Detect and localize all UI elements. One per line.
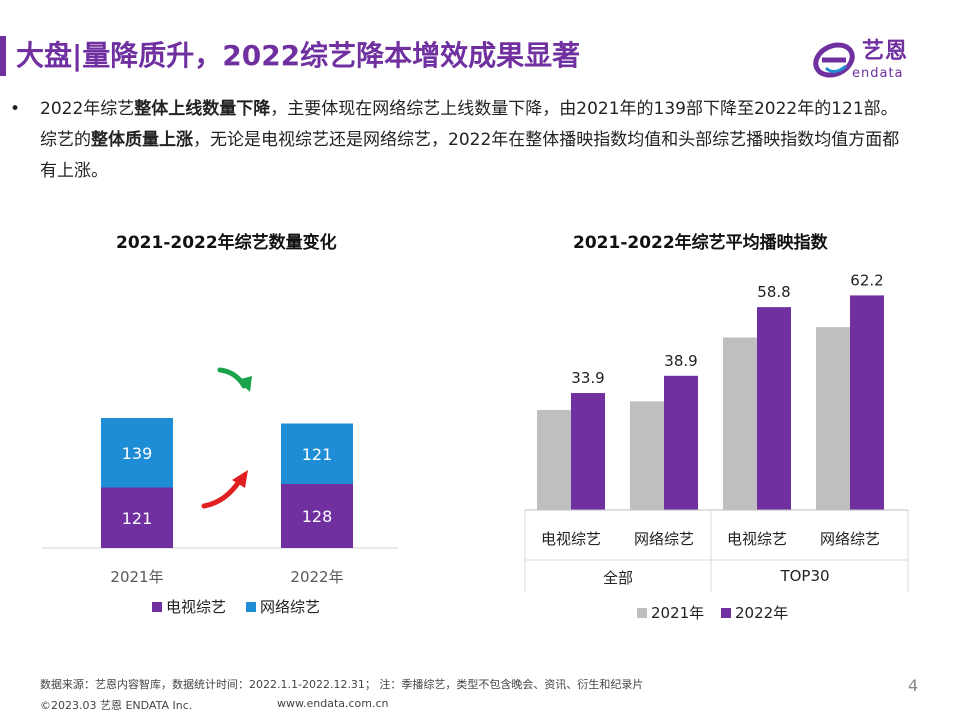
chart1-legend-tv: 电视综艺 (166, 598, 226, 616)
chart2-bar-2021-0 (537, 409, 571, 510)
chart2-legend-swatch-2022 (721, 608, 731, 618)
chart2-group-all: 全部 (603, 569, 633, 587)
chart2-category-0: 电视综艺 (541, 530, 601, 548)
logo-chinese-text: 艺恩 (862, 39, 909, 64)
chart2-category-2: 电视综艺 (727, 530, 787, 548)
chart2-legend-2022: 2022年 (735, 604, 788, 622)
chart1-category-0: 2021年 (110, 568, 163, 586)
chart2-bar-2021-2 (723, 337, 757, 510)
chart1-bar-net-1 (281, 423, 353, 484)
chart1-bar-tv-1 (281, 484, 353, 548)
bullet-dot: • (10, 99, 21, 119)
chart2-legend-swatch-2021 (637, 608, 647, 618)
chart1-label-net-1: 121 (302, 445, 333, 464)
summary-paragraph: • 2022年综艺整体上线数量下降，主要体现在网络综艺上线数量下降，由2021年… (10, 94, 900, 187)
footer-copyright: ©2023.03 艺恩 ENDATA Inc. (40, 699, 193, 712)
chart1-label-net-0: 139 (122, 444, 153, 463)
chart2-category-1: 网络综艺 (634, 530, 694, 548)
summary-bold-2: 整体质量上涨 (91, 130, 193, 150)
chart2-data-label-1: 38.9 (664, 352, 697, 370)
chart1-bar-net-0 (101, 418, 173, 488)
chart1-label-tv-0: 121 (122, 509, 153, 528)
chart1-legend-swatch-net (246, 602, 256, 612)
chart2-bar-2021-3 (816, 327, 850, 510)
endata-logo: 艺恩 endata (812, 38, 928, 84)
chart1-legend-swatch-tv (152, 602, 162, 612)
chart2-bar-2021-1 (630, 401, 664, 510)
chart1-bar-tv-0 (101, 487, 173, 548)
up-arrow-icon (201, 477, 243, 509)
chart2-data-label-2: 58.8 (757, 283, 790, 301)
chart2-bar-2022-0 (571, 393, 605, 510)
chart2-title: 2021-2022年综艺平均播映指数 (573, 233, 828, 253)
page-title: 大盘|量降质升，2022综艺降本增效成果显著 (16, 39, 581, 72)
up-arrow-head-icon (232, 470, 248, 488)
summary-text-3: ，无论是电视综艺还是网络综艺，2022年在整体播映指数均值和头部综艺播映指数均值… (40, 130, 900, 181)
summary-text-1: 2022年综艺 (40, 99, 135, 119)
chart1-title: 2021-2022年综艺数量变化 (116, 233, 337, 253)
title-accent-bar (0, 36, 6, 76)
chart2-group-top30: TOP30 (779, 567, 829, 585)
summary-text-2: ，主要体现在网络综艺上线数量下降，由2021年的139部下降至2022年的121… (40, 99, 898, 150)
chart2-legend-2021: 2021年 (651, 604, 704, 622)
footer-url: www.endata.com.cn (277, 697, 389, 710)
chart2-bar-2022-2 (757, 307, 791, 510)
chart1-label-tv-1: 128 (302, 507, 333, 526)
chart2-data-label-0: 33.9 (571, 369, 604, 387)
chart1-legend-net: 网络综艺 (260, 598, 320, 616)
footer-source-note: 数据来源：艺恩内容智库，数据统计时间：2022.1.1-2022.12.31； … (40, 678, 644, 691)
endata-logo-icon (813, 42, 855, 78)
down-arrow-head-icon (237, 376, 252, 392)
chart2-data-label-3: 62.2 (850, 271, 883, 289)
page-number: 4 (908, 676, 919, 695)
summary-bold-1: 整体上线数量下降 (134, 99, 271, 119)
chart1-category-1: 2022年 (290, 568, 343, 586)
chart2-bar-2022-3 (850, 295, 884, 510)
chart2-category-3: 网络综艺 (820, 530, 880, 548)
chart2-bar-2022-1 (664, 375, 698, 510)
logo-english-text: endata (852, 66, 904, 81)
